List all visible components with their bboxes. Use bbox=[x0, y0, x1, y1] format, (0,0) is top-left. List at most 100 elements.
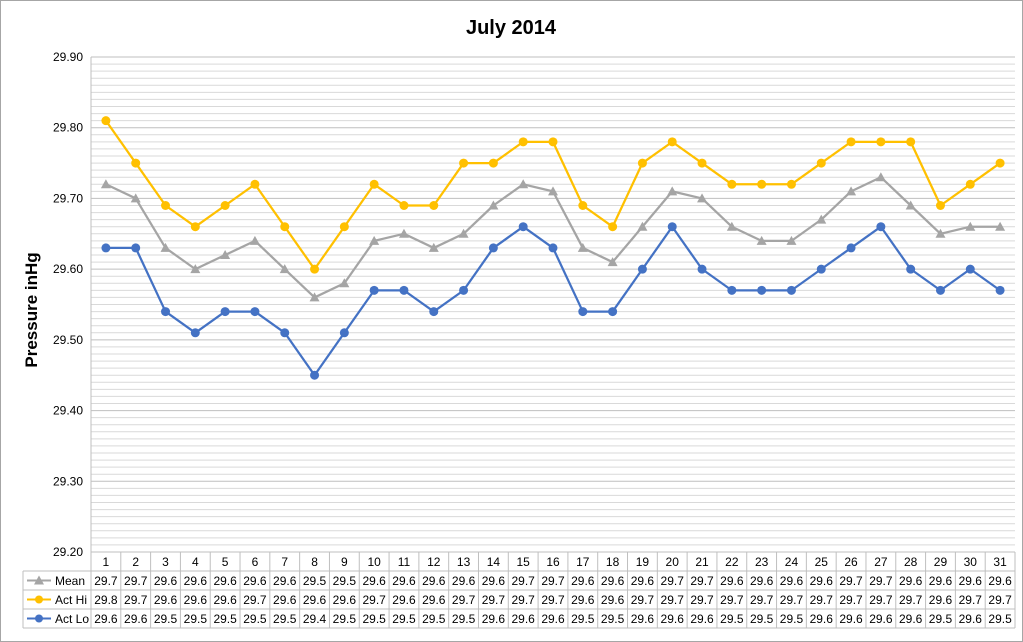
x-tick-label: 31 bbox=[993, 555, 1007, 569]
table-cell: 29.5 bbox=[243, 612, 267, 626]
table-cell: 29.6 bbox=[482, 612, 506, 626]
data-table: 1 2 3 4 5 6 7 8 9 10 11 12 13 14 15 16 17 18 19 20 21 22 23 24 2… bbox=[22, 551, 1016, 629]
y-tick-label: 29.70 bbox=[53, 191, 83, 205]
x-tick-label: 20 bbox=[666, 555, 680, 569]
data-point bbox=[697, 193, 708, 203]
table-cell: 29.5 bbox=[303, 574, 327, 588]
data-point bbox=[935, 201, 945, 210]
table-cell: 29.6 bbox=[810, 612, 834, 626]
table-cell: 29.6 bbox=[690, 612, 714, 626]
y-tick-label: 29.20 bbox=[53, 545, 83, 559]
data-point bbox=[428, 242, 439, 252]
table-cell: 29.6 bbox=[661, 612, 685, 626]
table-cell: 29.7 bbox=[661, 593, 685, 607]
data-point bbox=[518, 137, 528, 147]
table-cell: 29.6 bbox=[959, 574, 983, 588]
table-cell: 29.7 bbox=[839, 574, 863, 588]
data-point bbox=[935, 228, 946, 238]
data-point bbox=[518, 179, 529, 189]
table-cell: 29.6 bbox=[571, 593, 595, 607]
table-cell: 29.6 bbox=[422, 574, 446, 588]
table-cell: 29.5 bbox=[392, 612, 416, 626]
table-cell: 29.6 bbox=[154, 574, 178, 588]
x-tick-label: 26 bbox=[844, 555, 858, 569]
table-cell: 29.6 bbox=[571, 574, 595, 588]
table-cell: 29.7 bbox=[512, 574, 536, 588]
x-tick-label: 14 bbox=[487, 555, 501, 569]
x-tick-label: 7 bbox=[281, 555, 288, 569]
data-point bbox=[995, 221, 1006, 231]
table-cell: 29.6 bbox=[541, 612, 565, 626]
data-point bbox=[667, 137, 677, 147]
table-cell: 29.6 bbox=[959, 612, 983, 626]
table-cell: 29.5 bbox=[333, 612, 357, 626]
x-tick-label: 10 bbox=[367, 555, 381, 569]
table-cell: 29.6 bbox=[988, 574, 1012, 588]
table-cell: 29.7 bbox=[631, 593, 655, 607]
table-cell: 29.7 bbox=[124, 593, 148, 607]
table-cell: 29.6 bbox=[184, 574, 208, 588]
data-point bbox=[577, 242, 588, 252]
table-cell: 29.6 bbox=[512, 612, 536, 626]
data-point bbox=[339, 222, 349, 232]
table-cell: 29.6 bbox=[601, 574, 625, 588]
table-cell: 29.7 bbox=[661, 574, 685, 588]
x-tick-label: 22 bbox=[725, 555, 739, 569]
data-point bbox=[757, 179, 767, 189]
x-tick-label: 23 bbox=[755, 555, 769, 569]
data-point bbox=[279, 264, 290, 274]
legend-key-marker bbox=[35, 595, 43, 604]
table-cell: 29.7 bbox=[124, 574, 148, 588]
data-point bbox=[190, 222, 200, 232]
data-point bbox=[578, 307, 588, 317]
table-cell: 29.7 bbox=[810, 593, 834, 607]
data-point bbox=[667, 186, 678, 196]
data-point bbox=[816, 264, 826, 274]
x-tick-label: 17 bbox=[576, 555, 590, 569]
table-cell: 29.7 bbox=[243, 593, 267, 607]
data-point bbox=[727, 179, 737, 189]
data-point bbox=[548, 186, 558, 196]
data-point bbox=[339, 328, 349, 338]
data-point bbox=[965, 264, 975, 274]
data-point bbox=[846, 243, 856, 253]
data-point bbox=[160, 242, 171, 252]
x-tick-label: 28 bbox=[904, 555, 918, 569]
legend-key-marker bbox=[35, 614, 43, 623]
data-point bbox=[697, 158, 707, 168]
data-point bbox=[250, 179, 260, 189]
data-point bbox=[906, 137, 916, 147]
series-lines bbox=[100, 116, 1006, 380]
x-tick-label: 6 bbox=[252, 555, 259, 569]
y-tick-label: 29.40 bbox=[53, 404, 83, 418]
data-point bbox=[726, 221, 737, 231]
legend-key bbox=[27, 595, 51, 604]
table-cell: 29.6 bbox=[303, 593, 327, 607]
data-point bbox=[310, 370, 320, 380]
data-point bbox=[488, 158, 498, 168]
data-point bbox=[249, 235, 260, 245]
data-point bbox=[280, 328, 290, 338]
data-point bbox=[161, 307, 171, 317]
series-mean bbox=[100, 172, 1006, 302]
y-tick-label: 29.80 bbox=[53, 121, 83, 135]
table-cell: 29.7 bbox=[690, 574, 714, 588]
table-cell: 29.6 bbox=[124, 612, 148, 626]
table-cell: 29.6 bbox=[899, 574, 923, 588]
table-cell: 29.6 bbox=[213, 574, 237, 588]
data-point bbox=[399, 201, 409, 210]
data-point bbox=[220, 250, 231, 259]
table-cell: 29.6 bbox=[839, 612, 863, 626]
data-point bbox=[429, 201, 439, 210]
table-cell: 29.6 bbox=[154, 593, 178, 607]
data-point bbox=[101, 243, 111, 253]
legend-key bbox=[27, 614, 51, 623]
x-tick-label: 21 bbox=[695, 555, 709, 569]
x-tick-label: 30 bbox=[964, 555, 978, 569]
legend-key bbox=[27, 575, 51, 585]
legend-entry: Act Hi bbox=[55, 593, 87, 607]
data-point bbox=[309, 292, 320, 302]
table-cell: 29.7 bbox=[869, 574, 893, 588]
table-cell: 29.6 bbox=[422, 593, 446, 607]
